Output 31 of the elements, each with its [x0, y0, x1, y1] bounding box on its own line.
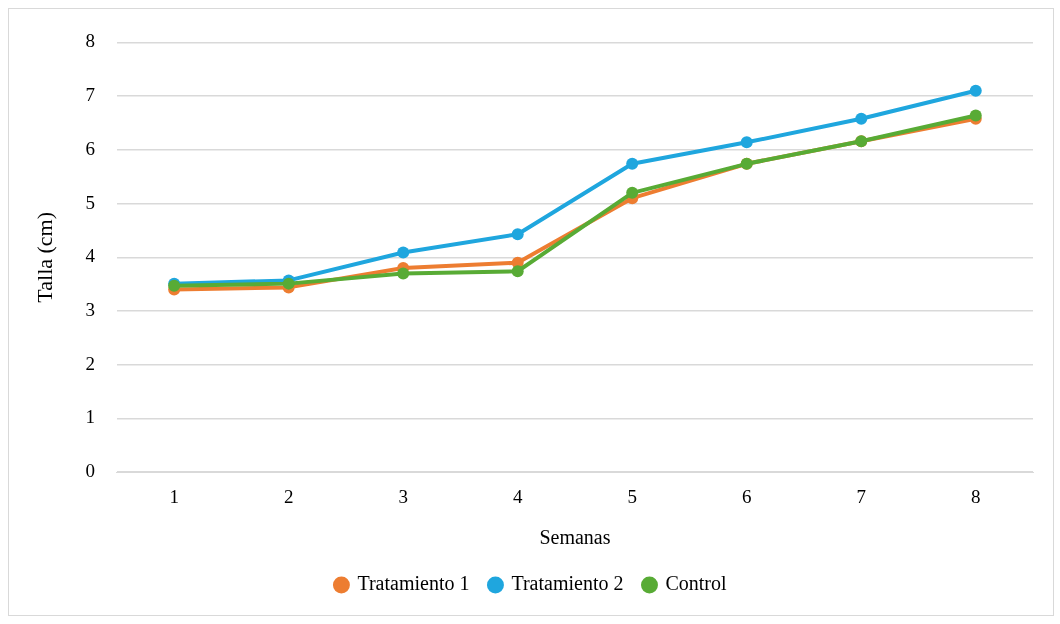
y-tick-label: 5	[85, 191, 95, 213]
y-tick-label: 4	[85, 245, 96, 267]
x-tick-label: 4	[512, 485, 523, 507]
point	[855, 112, 868, 125]
point	[626, 157, 639, 170]
y-tick-label: 6	[85, 137, 95, 159]
point	[511, 265, 524, 278]
y-axis-title: Talla (cm)	[31, 211, 57, 303]
legend-label: Tratamiento 2	[511, 572, 624, 595]
point	[740, 136, 753, 149]
y-tick-label: 1	[85, 406, 95, 428]
y-tick-label: 2	[85, 352, 95, 374]
x-tick-label: 6	[741, 485, 752, 507]
x-tick-label: 2	[283, 485, 294, 507]
x-tick-label: 5	[627, 485, 637, 507]
x-axis-title: Semanas	[539, 526, 611, 549]
point	[969, 84, 982, 97]
y-tick-label: 0	[85, 460, 95, 482]
y-tick-label: 3	[85, 299, 95, 321]
x-tick-label: 3	[398, 485, 408, 507]
x-tick-label: 8	[970, 485, 981, 507]
legend-label: Control	[665, 572, 728, 595]
point	[626, 186, 639, 199]
point	[397, 267, 410, 280]
x-tick-label: 7	[856, 485, 866, 507]
y-tick-label: 7	[85, 84, 95, 106]
point	[511, 228, 524, 241]
point	[397, 246, 410, 259]
y-tick-label: 8	[85, 30, 95, 52]
legend-label: Tratamiento 1	[357, 572, 470, 595]
x-tick-label: 1	[169, 485, 179, 507]
